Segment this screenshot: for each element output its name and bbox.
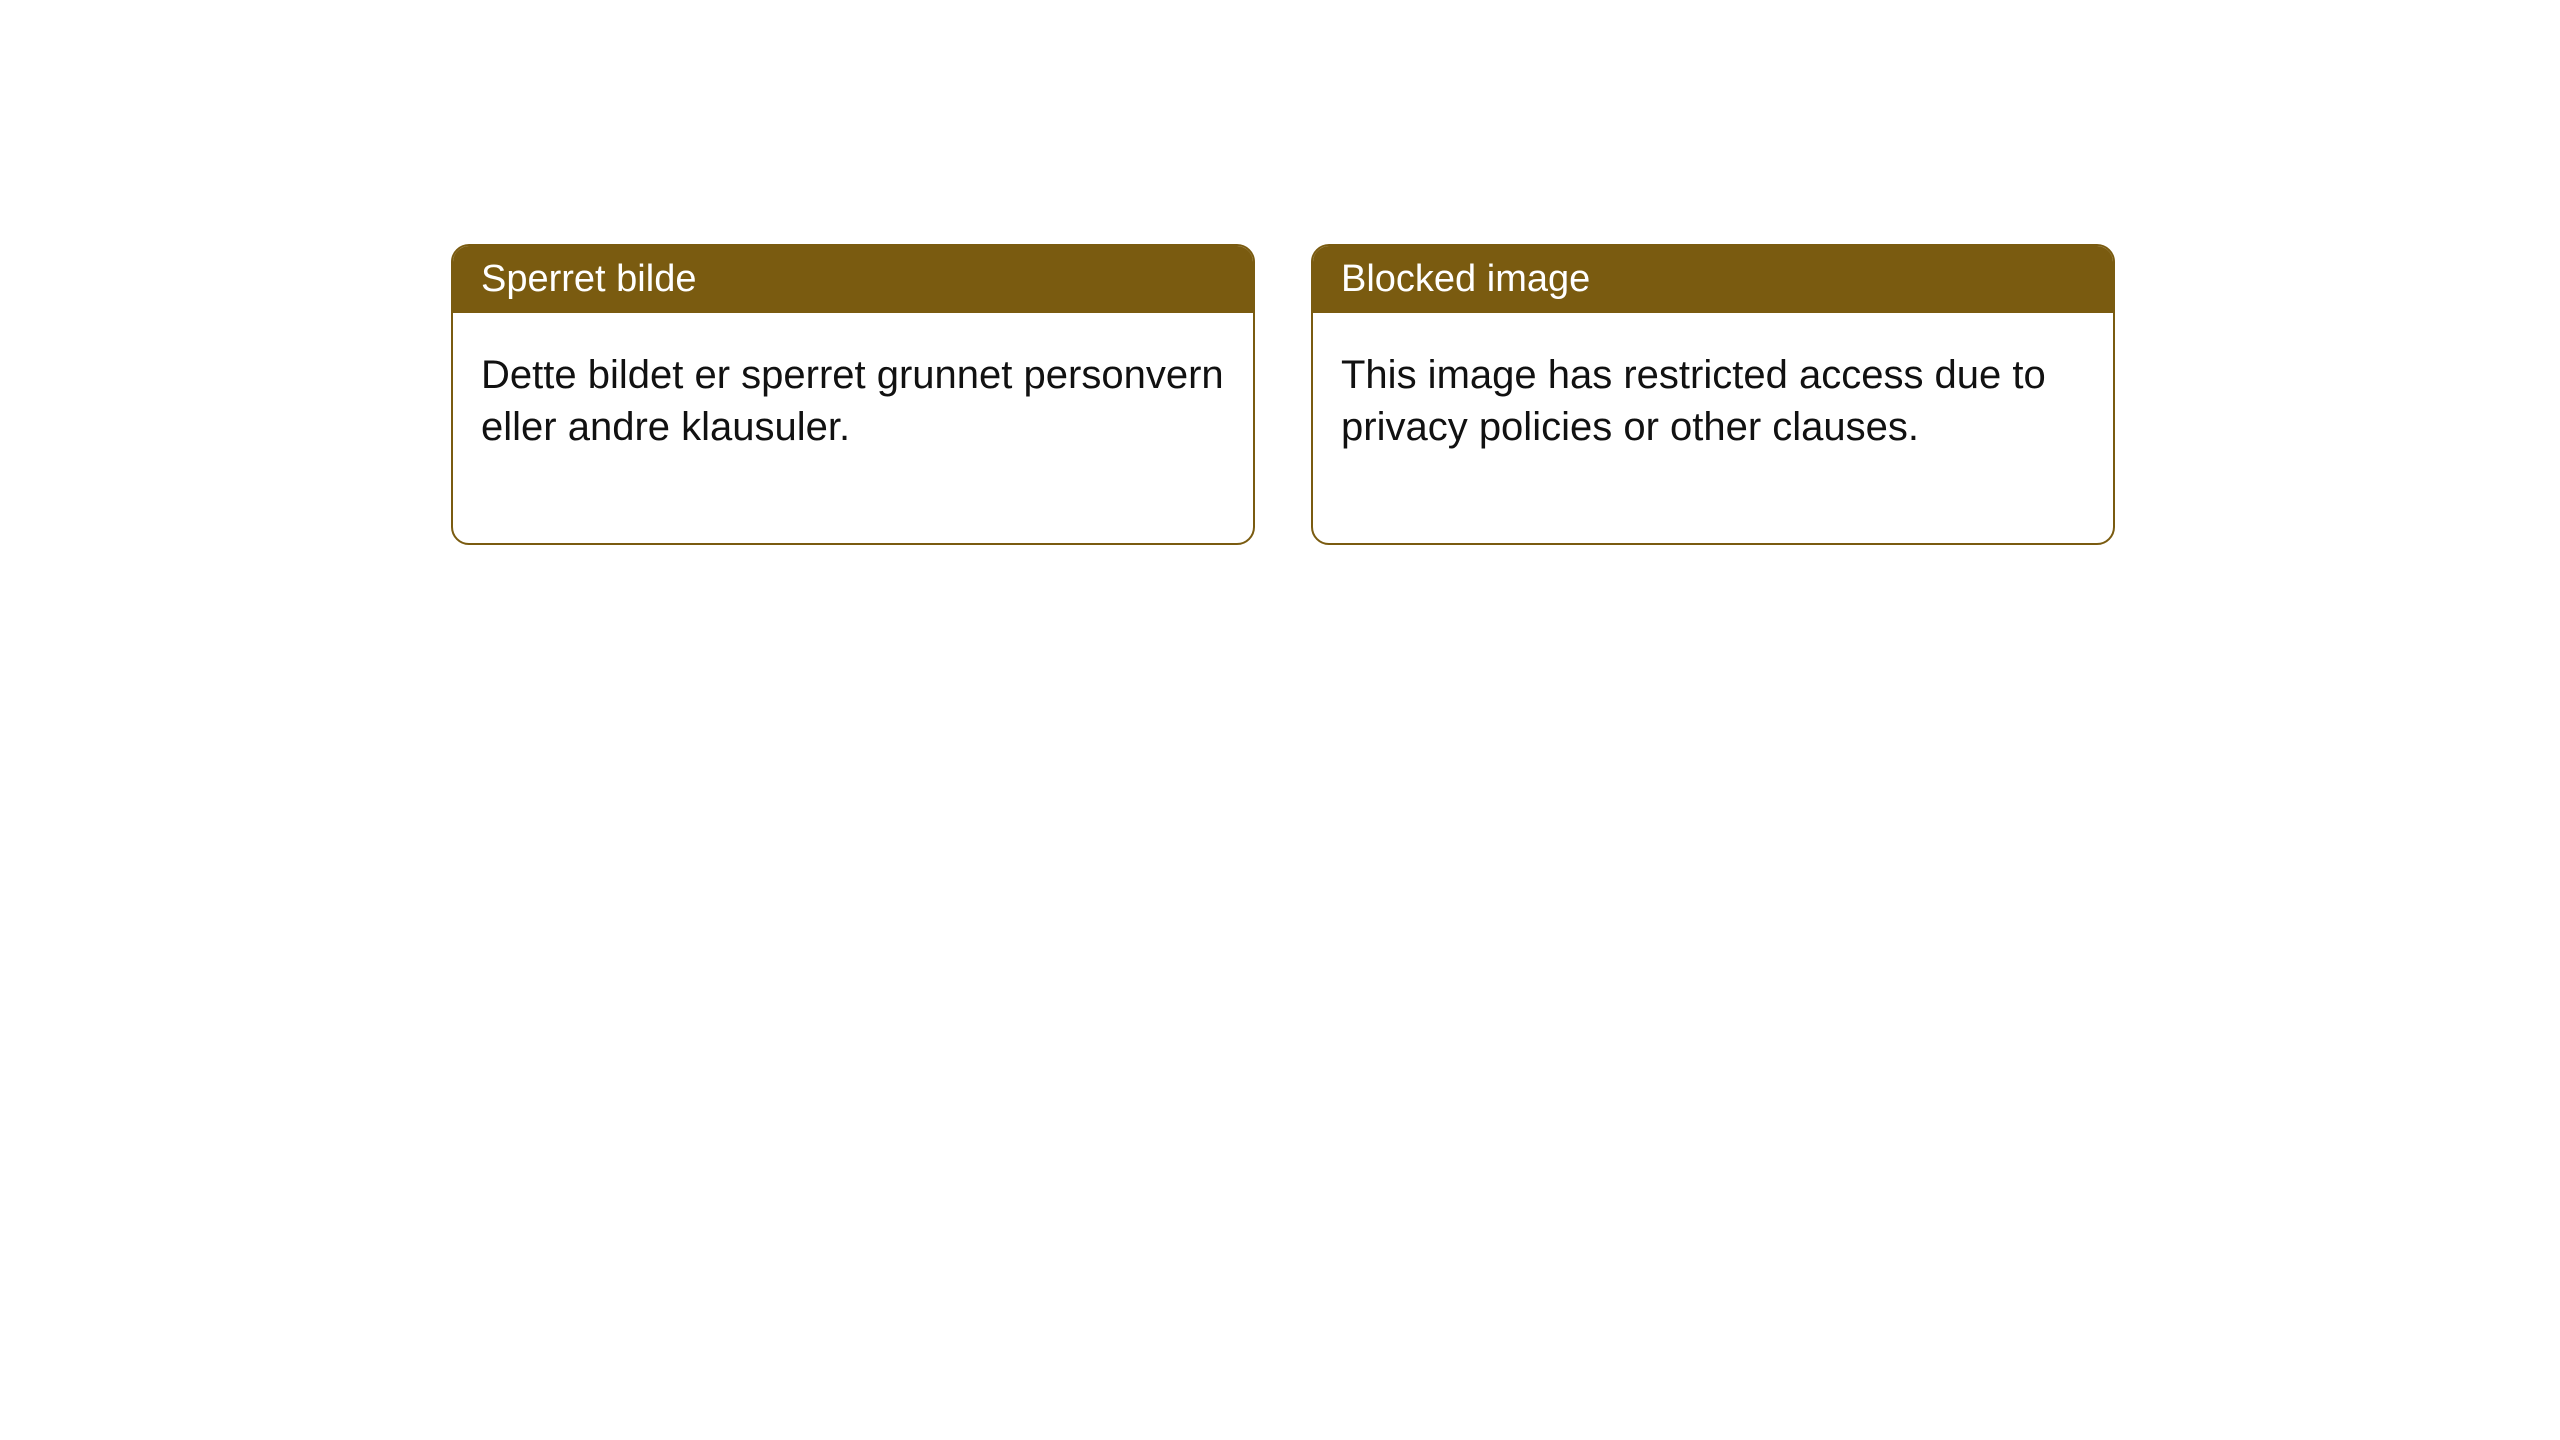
notice-card-en: Blocked image This image has restricted … [1311,244,2115,545]
card-header: Sperret bilde [453,246,1253,313]
notice-card-no: Sperret bilde Dette bildet er sperret gr… [451,244,1255,545]
card-body: Dette bildet er sperret grunnet personve… [453,313,1253,543]
card-body: This image has restricted access due to … [1313,313,2113,543]
notice-cards-row: Sperret bilde Dette bildet er sperret gr… [0,0,2560,545]
card-header: Blocked image [1313,246,2113,313]
